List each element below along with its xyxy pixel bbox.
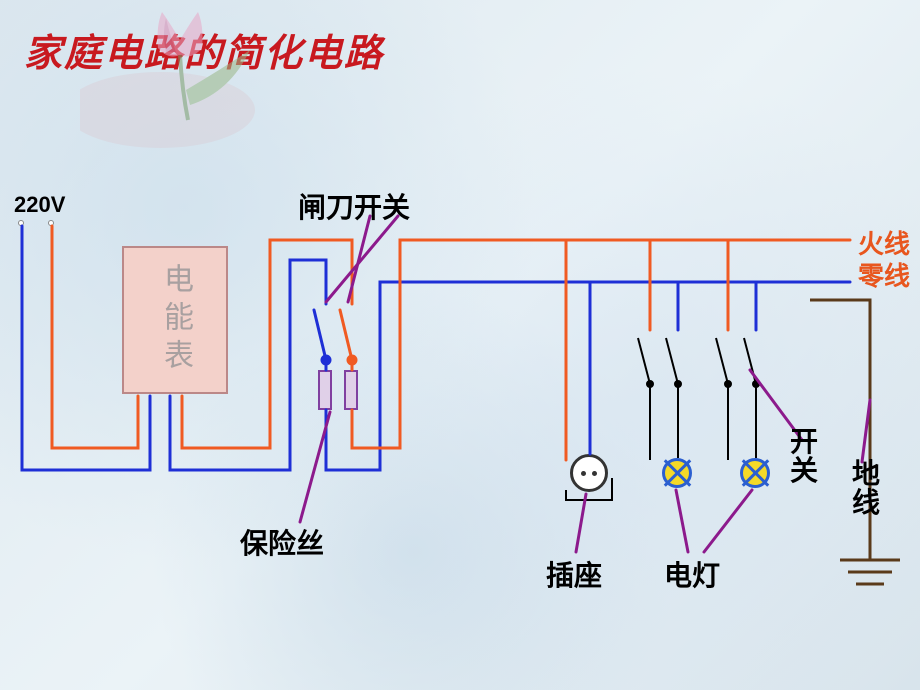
socket-label: 插座 — [546, 554, 602, 594]
switch-label: 开关 — [790, 428, 818, 487]
fuse-label: 保险丝 — [240, 522, 324, 562]
ground-label: 地线 — [852, 460, 880, 519]
ground-label-text: 地线 — [852, 460, 880, 519]
neutral-wire-label: 零线 — [858, 256, 910, 293]
knife-switch-label: 闸刀开关 — [298, 186, 410, 226]
tulip-decoration — [80, 0, 280, 150]
switch-label-text: 开关 — [790, 428, 818, 487]
lamp-label: 电灯 — [664, 554, 720, 594]
